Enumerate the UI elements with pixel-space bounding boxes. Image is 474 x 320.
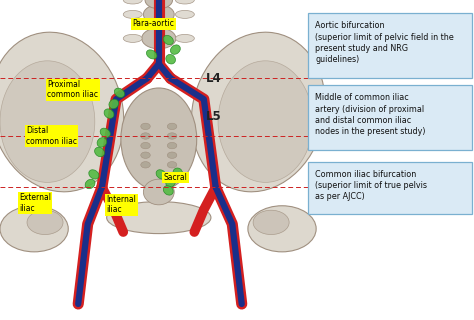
Text: L5: L5: [206, 110, 222, 123]
Circle shape: [0, 206, 68, 252]
Circle shape: [141, 142, 150, 149]
Text: Sacral: Sacral: [164, 173, 187, 182]
Circle shape: [248, 206, 316, 252]
Circle shape: [141, 133, 150, 139]
Circle shape: [167, 123, 177, 130]
Ellipse shape: [218, 61, 313, 182]
Ellipse shape: [114, 88, 125, 98]
Circle shape: [27, 210, 63, 235]
Ellipse shape: [85, 179, 95, 189]
Ellipse shape: [173, 168, 182, 178]
Ellipse shape: [156, 170, 166, 179]
Text: Proximal
common iliac: Proximal common iliac: [47, 80, 99, 99]
Ellipse shape: [191, 32, 325, 192]
Ellipse shape: [145, 0, 173, 9]
Ellipse shape: [89, 170, 99, 179]
Text: External
iliac: External iliac: [19, 194, 51, 213]
Ellipse shape: [95, 147, 104, 157]
Circle shape: [167, 133, 177, 139]
FancyBboxPatch shape: [308, 85, 472, 150]
Circle shape: [167, 152, 177, 158]
Circle shape: [167, 142, 177, 149]
Ellipse shape: [104, 109, 114, 118]
Text: Para-aortic: Para-aortic: [133, 20, 174, 28]
Ellipse shape: [142, 28, 176, 49]
Ellipse shape: [166, 54, 175, 64]
Ellipse shape: [143, 5, 174, 24]
Ellipse shape: [175, 11, 194, 19]
Ellipse shape: [0, 61, 95, 182]
Ellipse shape: [97, 138, 107, 147]
Text: Common iliac bifurcation
(superior limit of true pelvis
as per AJCC): Common iliac bifurcation (superior limit…: [315, 170, 427, 202]
Text: Middle of common iliac
artery (division of proximal
and distal common iliac
node: Middle of common iliac artery (division …: [315, 93, 426, 136]
Circle shape: [167, 162, 177, 168]
Ellipse shape: [146, 50, 157, 59]
Ellipse shape: [123, 0, 142, 4]
Circle shape: [141, 162, 150, 168]
FancyBboxPatch shape: [308, 13, 472, 78]
Ellipse shape: [171, 45, 180, 54]
Ellipse shape: [175, 0, 194, 4]
Text: Distal
common iliac: Distal common iliac: [26, 126, 77, 146]
Ellipse shape: [100, 128, 110, 138]
Ellipse shape: [123, 34, 142, 42]
Ellipse shape: [175, 34, 194, 42]
Text: Aortic bifurcation
(superior limit of pelvic field in the
present study and NRG
: Aortic bifurcation (superior limit of pe…: [315, 21, 454, 64]
Ellipse shape: [109, 99, 118, 109]
Ellipse shape: [121, 88, 197, 190]
Ellipse shape: [164, 186, 173, 195]
Text: Internal
iliac: Internal iliac: [107, 195, 137, 214]
Ellipse shape: [166, 178, 175, 187]
Circle shape: [141, 152, 150, 158]
Ellipse shape: [0, 32, 124, 192]
Text: L4: L4: [206, 72, 222, 85]
Circle shape: [253, 210, 289, 235]
Ellipse shape: [143, 179, 174, 205]
Circle shape: [141, 123, 150, 130]
Ellipse shape: [123, 11, 142, 19]
Ellipse shape: [163, 35, 173, 45]
FancyBboxPatch shape: [308, 162, 472, 214]
Ellipse shape: [107, 202, 211, 234]
